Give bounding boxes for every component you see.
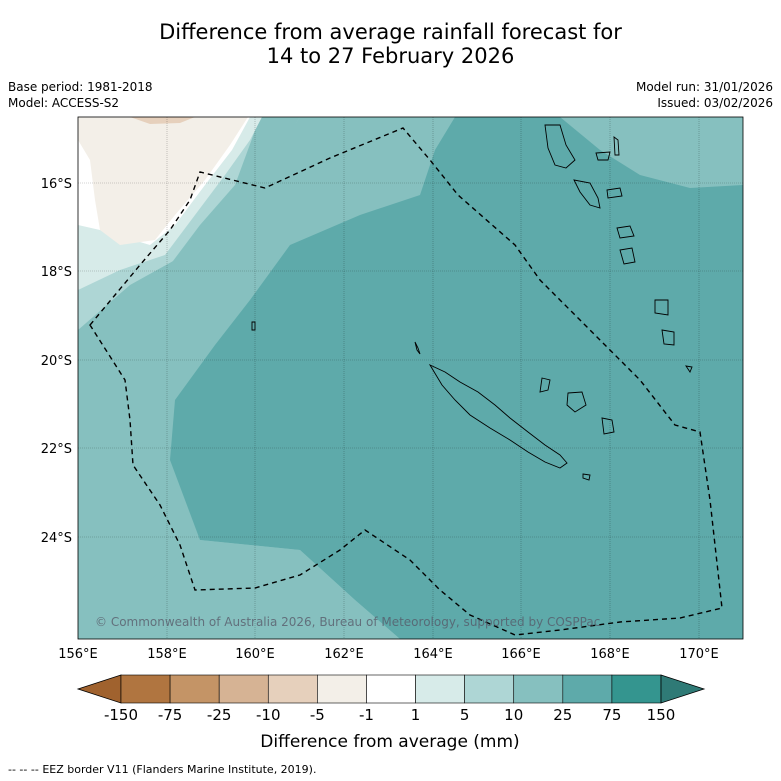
colorbar-tick-label: -75 — [158, 706, 183, 724]
eez-legend-text: EEZ border V11 (Flanders Marine Institut… — [42, 763, 317, 776]
small-island-a — [251, 321, 256, 331]
colorbar-tick-label: 5 — [460, 706, 470, 724]
latitude-labels: 16°S 18°S 20°S 22°S 24°S — [41, 177, 72, 546]
ouvea-island — [539, 377, 551, 393]
tanna-island — [619, 247, 636, 265]
colorbar-segment — [267, 674, 318, 704]
malakula-island — [573, 179, 601, 209]
colorbar-segment — [611, 674, 662, 704]
map-title-line2: 14 to 27 February 2026 — [266, 44, 515, 68]
map-copyright: © Commonwealth of Australia 2026, Bureau… — [95, 615, 600, 629]
lon-label: 170°E — [679, 647, 719, 662]
loyalty-walpole-island — [654, 299, 669, 316]
colorbar-tick-labels: -150 -75 -25 -10 -5 -1 1 5 10 25 75 150 — [104, 706, 675, 724]
colorbar-segment — [464, 674, 515, 704]
ambrym-island — [606, 187, 623, 199]
colorbar-tick-label: 10 — [504, 706, 523, 724]
colorbar-tick-label: -10 — [256, 706, 281, 724]
maewo-island — [595, 151, 611, 161]
lon-label: 162°E — [324, 647, 364, 662]
graticule — [78, 117, 743, 639]
colorbar-segment — [562, 674, 613, 704]
eez-legend-symbol: -- -- -- — [8, 763, 39, 776]
colorbar-segment — [513, 674, 564, 704]
lon-label: 168°E — [590, 647, 630, 662]
colorbar-tick-label: -150 — [104, 706, 138, 724]
colorbar-segment — [169, 674, 220, 704]
lat-label: 24°S — [41, 531, 72, 546]
colorbar-tick-label: 75 — [602, 706, 621, 724]
base-period: Base period: 1981-2018 — [8, 80, 153, 94]
colorbar-tick-label: -25 — [207, 706, 232, 724]
new-caledonia-island — [428, 363, 568, 469]
colorbar-segment — [317, 674, 367, 704]
model-name: Model: ACCESS-S2 — [8, 96, 120, 110]
efate-island — [616, 225, 635, 239]
lon-label: 160°E — [235, 647, 275, 662]
colorbar-extend-high — [660, 674, 706, 704]
colorbar-tick-label: -5 — [310, 706, 325, 724]
hunter-island — [661, 329, 675, 346]
lifou-island — [566, 391, 587, 413]
coastlines — [251, 124, 693, 481]
colorbar-label: Difference from average (mm) — [260, 732, 519, 752]
lon-label: 156°E — [58, 647, 98, 662]
lat-label: 16°S — [41, 177, 72, 192]
model-run: Model run: 31/01/2026 — [635, 80, 773, 94]
colorbar-tick-label: 25 — [553, 706, 572, 724]
colorbar-segment — [218, 674, 269, 704]
rainfall-anomaly-field — [78, 117, 743, 639]
lon-label: 164°E — [413, 647, 453, 662]
colorbar-extend-low — [76, 674, 122, 704]
colorbar — [76, 674, 706, 704]
colorbar-tick-label: -1 — [359, 706, 374, 724]
eez-legend: -- -- -- EEZ border V11 (Flanders Marine… — [8, 763, 316, 776]
pentecost-island — [613, 136, 620, 156]
lat-label: 22°S — [41, 442, 72, 457]
eez-border — [89, 127, 723, 636]
lon-label: 166°E — [501, 647, 541, 662]
lat-label: 20°S — [41, 354, 72, 369]
matthew-island — [685, 365, 693, 373]
issued-date: Issued: 03/02/2026 — [657, 96, 773, 110]
longitude-labels: 156°E 158°E 160°E 162°E 164°E 166°E 168°… — [58, 647, 719, 662]
map-title-line1: Difference from average rainfall forecas… — [159, 20, 622, 44]
belep-island — [414, 341, 421, 355]
lat-label: 18°S — [41, 265, 72, 280]
map-frame — [77, 116, 744, 640]
colorbar-tick-label: 1 — [411, 706, 421, 724]
colorbar-segment — [366, 674, 416, 704]
colorbar-segment — [120, 674, 171, 704]
mare-island — [601, 417, 615, 435]
lon-label: 158°E — [147, 647, 187, 662]
colorbar-segment — [415, 674, 465, 704]
isle-of-pines — [582, 473, 591, 481]
colorbar-tick-label: 150 — [647, 706, 676, 724]
espiritu-santo-island — [544, 124, 576, 169]
